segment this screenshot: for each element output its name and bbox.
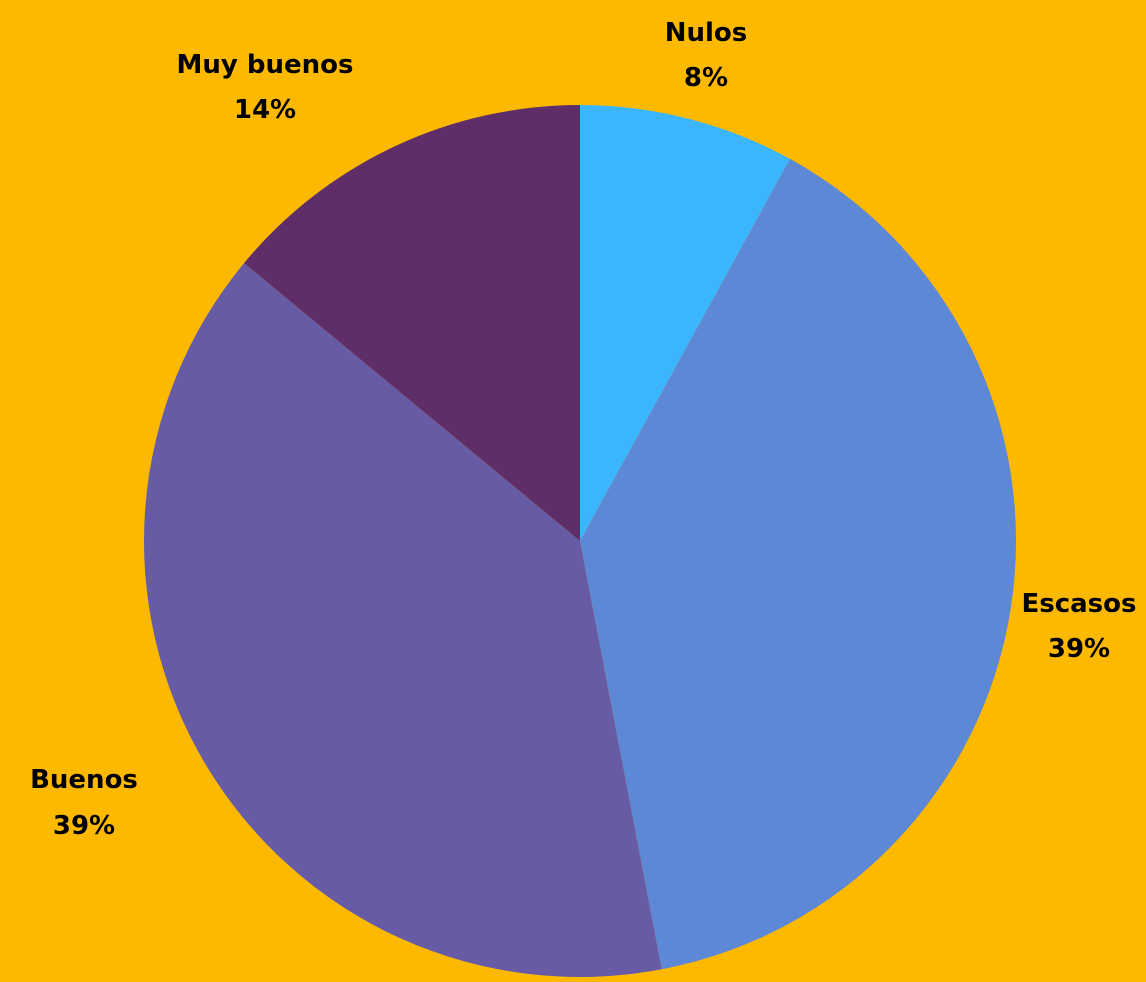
slice-percent-buenos: 39% — [53, 811, 115, 841]
pie-slice-escasos — [580, 158, 1017, 970]
slice-percent-muy-buenos: 14% — [234, 95, 296, 125]
slice-label-escasos: Escasos — [1021, 589, 1136, 619]
slice-percent-nulos: 8% — [684, 63, 728, 93]
slice-percent-escasos: 39% — [1048, 634, 1110, 664]
slice-label-buenos: Buenos — [30, 765, 138, 795]
slices-layer — [143, 105, 1017, 978]
slice-label-muy-buenos: Muy buenos — [177, 50, 354, 80]
slice-label-nulos: Nulos — [665, 18, 748, 48]
labels-layer: Nulos 8% Escasos 39% Buenos 39% Muy buen… — [30, 18, 1136, 841]
pie-slice-muy-buenos — [244, 105, 580, 541]
pie-slice-buenos — [143, 263, 662, 978]
pie-slice-nulos — [580, 105, 791, 541]
